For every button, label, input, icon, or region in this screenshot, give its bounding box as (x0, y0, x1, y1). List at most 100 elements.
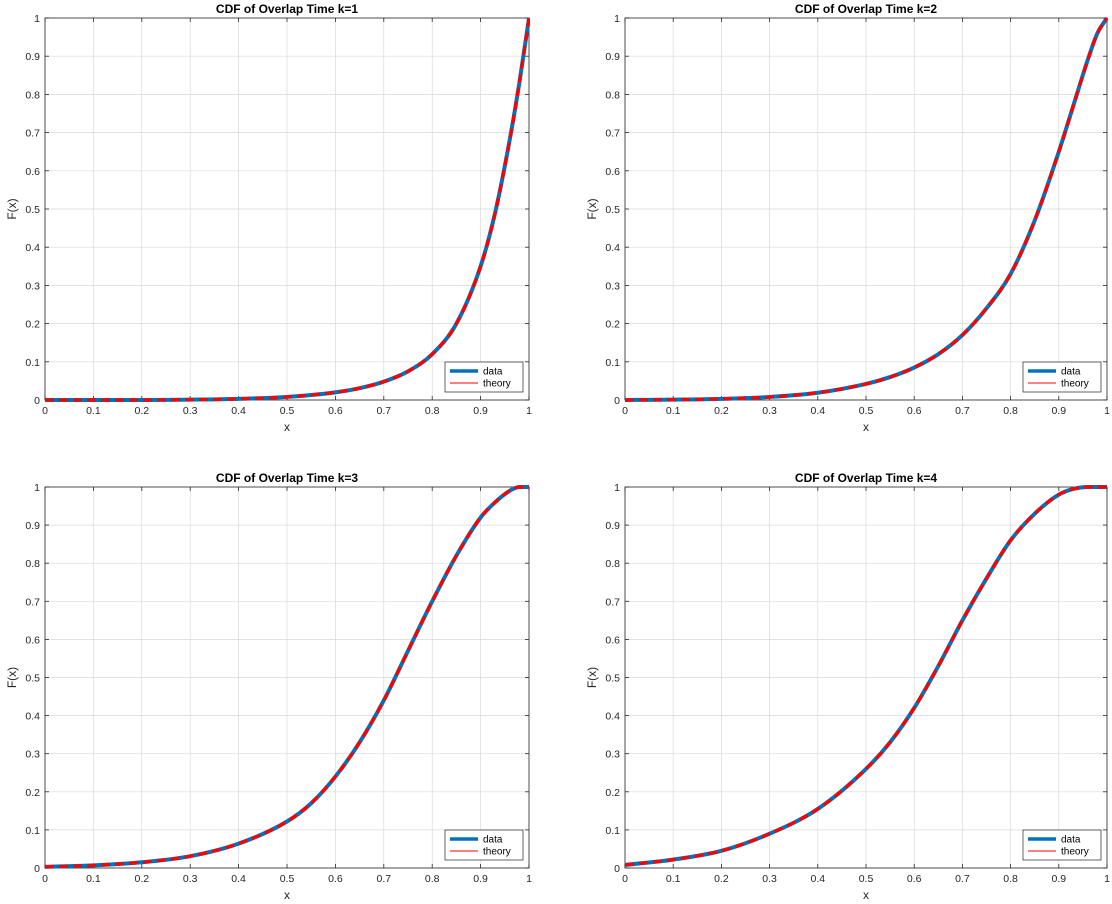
legend-label-theory: theory (483, 379, 511, 390)
y-tick-label: 0.3 (605, 280, 620, 292)
legend-box (444, 829, 524, 861)
x-tick-label: 0.9 (473, 405, 488, 417)
x-tick-label: 0.4 (231, 405, 246, 417)
x-tick-label: 0.2 (134, 405, 149, 417)
y-tick-label: 0.3 (25, 749, 40, 761)
x-tick-label: 0.4 (231, 873, 246, 885)
chart-panel-4: 0 0.1 0.2 0.3 0.4 0.5 0.6 0.7 0.8 0.9 1 0 0.1 0.2 0.3 0… (585, 471, 1110, 902)
y-tick-label: 0.8 (605, 558, 620, 570)
chart-panel-1: 0 0.1 0.2 0.3 0.4 0.5 0.6 0.7 0.8 0.9 1 0 0.1 0.2 0.3 0… (5, 2, 532, 434)
y-tick-label: 0.1 (25, 825, 40, 837)
x-tick-label: 0 (622, 873, 628, 885)
y-axis-label: F(x) (5, 198, 19, 219)
x-tick-label: 0.5 (280, 405, 295, 417)
y-tick-label: 0.6 (25, 166, 40, 178)
x-tick-label: 0.5 (280, 873, 295, 885)
series-line-theory (625, 485, 1107, 867)
x-axis-label: x (284, 888, 290, 902)
x-tick-label: 0.7 (955, 405, 970, 417)
y-tick-label: 1 (614, 13, 620, 25)
y-tick-label: 1 (614, 482, 620, 494)
y-tick-label: 0.7 (605, 596, 620, 608)
x-tick-label: 0.1 (86, 873, 101, 885)
y-tick-label: 0.5 (605, 673, 620, 685)
x-axis-label: x (863, 888, 869, 902)
y-tick-label: 0.5 (25, 204, 40, 216)
legend-label-data: data (483, 367, 503, 378)
y-tick-label: 0.9 (25, 520, 40, 532)
x-tick-label: 0 (622, 405, 628, 417)
y-tick-label: 0.2 (25, 319, 40, 331)
x-tick-label: 0.9 (1051, 405, 1066, 417)
legend-label-data: data (483, 835, 503, 846)
series-line-theory (625, 17, 1108, 402)
x-axis-label: x (863, 420, 869, 434)
x-tick-label: 0.3 (183, 873, 198, 885)
y-tick-label: 0.4 (25, 711, 40, 723)
chart-title: CDF of Overlap Time k=1 (216, 2, 358, 16)
y-tick-label: 0.7 (25, 596, 40, 608)
legend-box (1022, 829, 1102, 861)
x-tick-label: 0.8 (1003, 873, 1018, 885)
y-tick-label: 1 (34, 482, 40, 494)
y-tick-label: 0.2 (605, 787, 620, 799)
x-tick-label: 0.8 (425, 405, 440, 417)
y-tick-label: 0.6 (605, 166, 620, 178)
series-line-theory (45, 17, 530, 402)
x-tick-label: 0.6 (328, 405, 343, 417)
x-tick-label: 0.1 (666, 405, 681, 417)
y-tick-label: 1 (34, 13, 40, 25)
y-tick-label: 0.8 (605, 89, 620, 101)
y-tick-label: 0.8 (25, 558, 40, 570)
y-tick-label: 0.8 (25, 89, 40, 101)
x-tick-label: 0.1 (86, 405, 101, 417)
x-tick-label: 0.3 (762, 405, 777, 417)
y-tick-label: 0 (34, 863, 40, 875)
y-tick-label: 0.1 (605, 357, 620, 369)
x-tick-label: 0.7 (955, 873, 970, 885)
y-tick-label: 0.1 (25, 357, 40, 369)
legend-box (444, 361, 524, 393)
chart-title: CDF of Overlap Time k=3 (216, 471, 358, 485)
x-tick-label: 1 (1104, 405, 1110, 417)
x-tick-label: 0.3 (183, 405, 198, 417)
x-tick-label: 0.8 (425, 873, 440, 885)
x-axis-label: x (284, 420, 290, 434)
x-tick-label: 0 (42, 873, 48, 885)
x-tick-label: 0.9 (473, 873, 488, 885)
series-line-theory (45, 485, 529, 869)
x-tick-label: 0.6 (328, 873, 343, 885)
x-tick-label: 0.9 (1051, 873, 1066, 885)
legend-label-theory: theory (1061, 847, 1089, 858)
y-tick-label: 0.2 (605, 319, 620, 331)
y-tick-label: 0.7 (25, 128, 40, 140)
legend-label-data: data (1061, 835, 1081, 846)
chart-title: CDF of Overlap Time k=4 (795, 471, 937, 485)
y-tick-label: 0.9 (25, 51, 40, 63)
x-tick-label: 0.7 (376, 405, 391, 417)
x-tick-label: 0.2 (714, 405, 729, 417)
y-tick-label: 0 (34, 395, 40, 407)
x-tick-label: 0.4 (810, 405, 825, 417)
x-tick-label: 0.8 (1003, 405, 1018, 417)
legend-label-theory: theory (483, 847, 511, 858)
y-tick-label: 0.2 (25, 787, 40, 799)
x-tick-label: 1 (526, 405, 532, 417)
legend-box (1022, 361, 1102, 393)
y-tick-label: 0.6 (605, 634, 620, 646)
y-tick-label: 0.4 (605, 242, 620, 254)
x-tick-label: 0.6 (907, 405, 922, 417)
x-tick-label: 0.5 (859, 405, 874, 417)
y-tick-label: 0.9 (605, 520, 620, 532)
y-tick-label: 0.7 (605, 128, 620, 140)
y-tick-label: 0.3 (605, 749, 620, 761)
y-tick-label: 0 (614, 863, 620, 875)
y-axis-label: F(x) (585, 667, 599, 688)
y-tick-label: 0.5 (25, 673, 40, 685)
x-tick-label: 0.2 (714, 873, 729, 885)
legend-label-data: data (1061, 367, 1081, 378)
chart-panel-3: 0 0.1 0.2 0.3 0.4 0.5 0.6 0.7 0.8 0.9 1 0 0.1 0.2 0.3 0… (5, 471, 532, 902)
